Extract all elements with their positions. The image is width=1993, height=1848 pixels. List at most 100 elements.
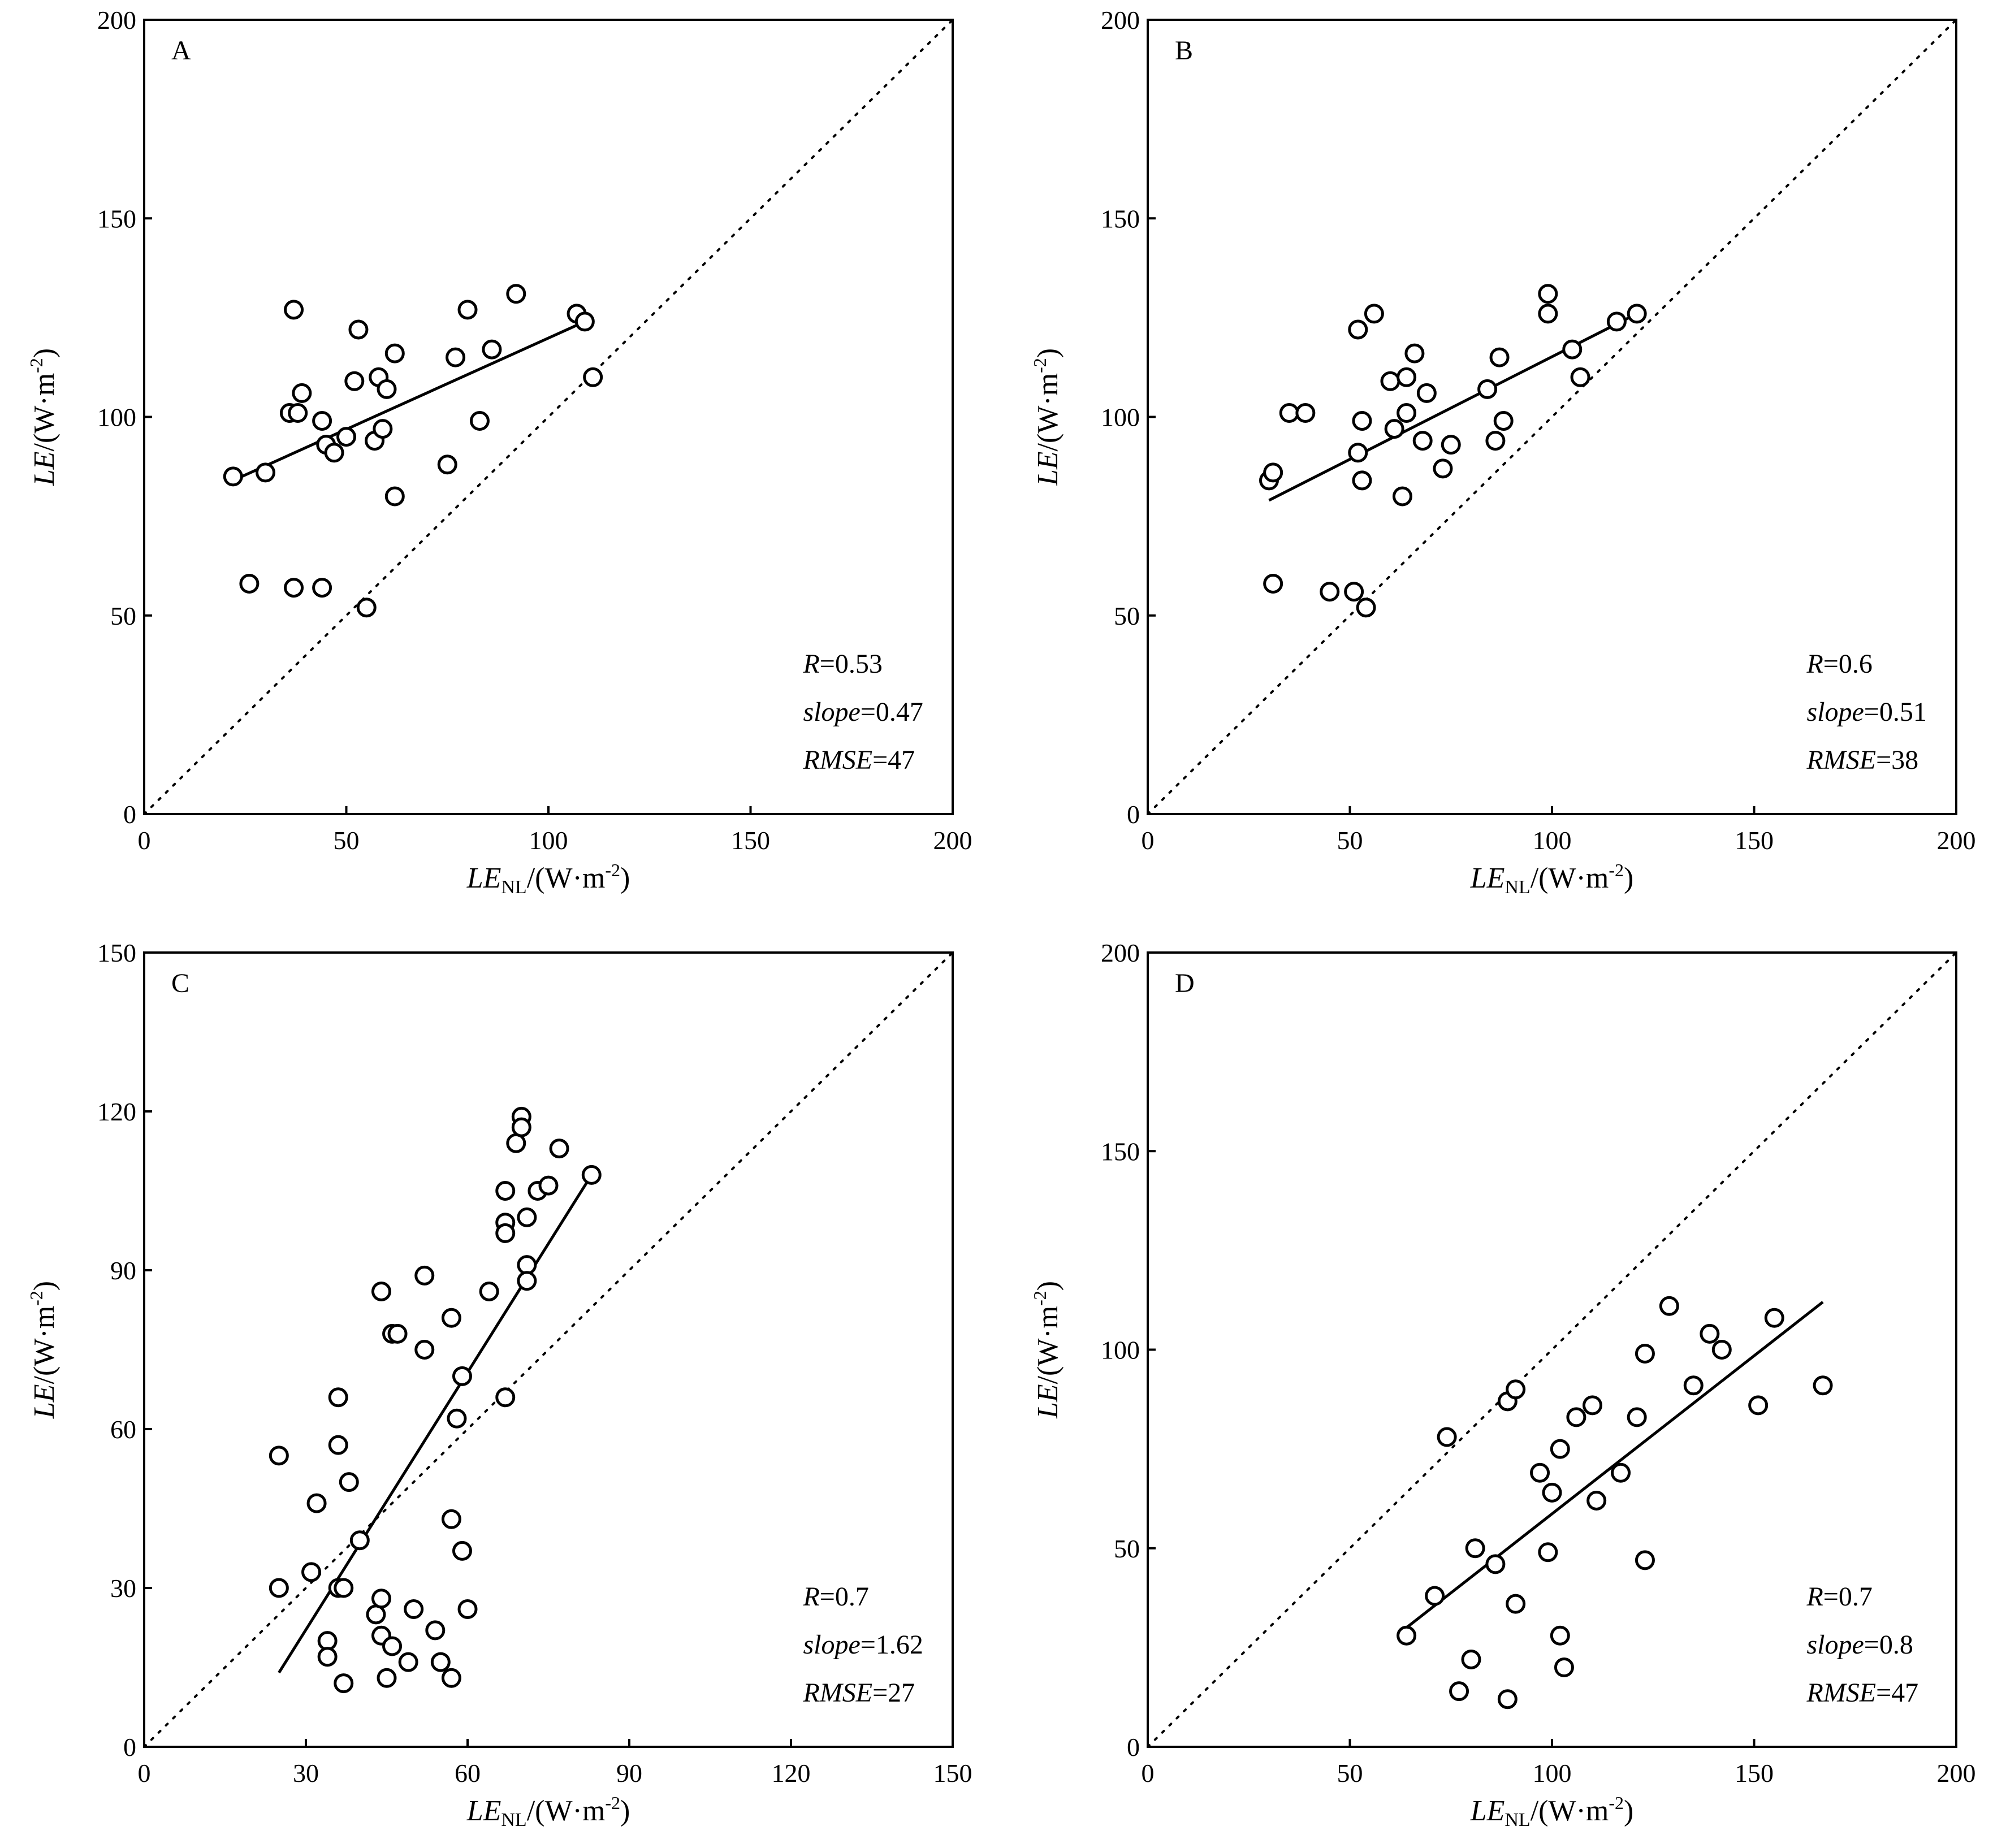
y-tick-label: 90 [110, 1256, 136, 1285]
y-axis-label: LE/(W·m-2) [1030, 1281, 1064, 1419]
data-point [312, 578, 332, 598]
stat-slope: slope=0.47 [803, 697, 923, 727]
data-point [1550, 1625, 1570, 1646]
data-point [1392, 486, 1412, 507]
data-point [469, 411, 490, 431]
data-point [1384, 419, 1404, 439]
data-point [373, 419, 393, 439]
x-tick-label: 90 [616, 1759, 642, 1788]
data-point [1449, 1681, 1469, 1702]
data-point [495, 1223, 516, 1243]
data-point [377, 379, 397, 399]
data-point [336, 427, 356, 447]
y-tick-label: 60 [110, 1415, 136, 1444]
data-point [517, 1271, 537, 1291]
data-point [1477, 379, 1498, 399]
data-point [1583, 1395, 1602, 1416]
data-point [549, 1139, 569, 1159]
regression-line [1268, 312, 1638, 502]
data-point [479, 1281, 499, 1301]
x-tick-label: 30 [293, 1759, 319, 1788]
data-point [1348, 319, 1368, 340]
data-point [1356, 598, 1376, 618]
data-point [441, 1509, 461, 1529]
data-point [1586, 1490, 1607, 1511]
data-point [334, 1578, 354, 1598]
data-point [482, 339, 502, 360]
data-point [1748, 1395, 1769, 1416]
y-tick-label: 0 [123, 1733, 136, 1762]
y-axis-label: LE/(W·m-2) [26, 348, 60, 486]
data-point [1562, 339, 1583, 360]
plot-frame [143, 951, 954, 1748]
data-point [306, 1493, 327, 1513]
x-tick-label: 0 [1142, 826, 1155, 855]
data-point [1538, 284, 1558, 304]
data-point [517, 1207, 537, 1227]
x-axis-label: LENL/(W·m-2) [1470, 1793, 1634, 1830]
stat-r: R=0.6 [1806, 649, 1872, 679]
data-point [1364, 304, 1384, 324]
data-point [317, 1647, 338, 1667]
data-point [1295, 403, 1316, 423]
data-point [506, 284, 526, 304]
data-point [328, 1387, 348, 1408]
stat-slope: slope=0.51 [1806, 697, 1926, 727]
data-point [1506, 1594, 1526, 1614]
data-point [1404, 343, 1425, 363]
y-tick-label: 50 [110, 601, 136, 630]
panel-label: D [1175, 968, 1195, 998]
data-point [1263, 462, 1283, 483]
data-point [1279, 403, 1299, 423]
regression-line [278, 1174, 593, 1674]
data-point [312, 411, 332, 431]
data-point [1397, 367, 1417, 387]
plot-frame [143, 19, 954, 815]
data-point [1627, 304, 1647, 324]
data-point [1352, 411, 1372, 431]
data-point [223, 466, 243, 487]
data-point [269, 1445, 289, 1466]
regression-line [1406, 1301, 1824, 1629]
data-point [1465, 1538, 1485, 1559]
data-point [349, 1530, 370, 1551]
y-tick-label: 150 [97, 938, 136, 967]
data-point [1550, 1439, 1570, 1459]
y-tick-label: 150 [1101, 1137, 1140, 1166]
data-point [1566, 1407, 1586, 1427]
data-point [430, 1652, 451, 1672]
data-point [1433, 458, 1453, 479]
data-point [269, 1578, 289, 1598]
data-point [414, 1265, 435, 1286]
data-point [414, 1340, 435, 1360]
data-point [1542, 1482, 1562, 1503]
plot-frame [1147, 19, 1957, 815]
panel-label: C [171, 968, 189, 998]
x-tick-label: 150 [731, 826, 770, 855]
y-tick-label: 150 [1101, 204, 1140, 233]
data-point [1711, 1340, 1732, 1360]
data-point [384, 343, 405, 363]
x-tick-label: 50 [1337, 1759, 1363, 1788]
data-point [339, 1472, 359, 1492]
stat-r: R=0.7 [802, 1582, 868, 1612]
x-tick-label: 150 [1735, 826, 1774, 855]
data-point [1659, 1296, 1679, 1316]
data-point [1425, 1586, 1445, 1606]
y-tick-label: 100 [1101, 1336, 1140, 1365]
stat-slope: slope=1.62 [803, 1630, 923, 1660]
data-point [511, 1117, 531, 1137]
data-point [1441, 435, 1461, 455]
data-point [239, 574, 260, 594]
x-tick-label: 120 [772, 1759, 811, 1788]
data-point [583, 367, 603, 387]
x-tick-label: 50 [334, 826, 360, 855]
x-tick-label: 50 [1337, 826, 1363, 855]
x-tick-label: 0 [138, 826, 151, 855]
y-tick-label: 0 [1127, 800, 1140, 829]
one-to-one-line [143, 19, 954, 815]
y-tick-label: 150 [97, 204, 136, 233]
data-point [447, 1408, 467, 1429]
plot-frame [1147, 951, 1957, 1748]
